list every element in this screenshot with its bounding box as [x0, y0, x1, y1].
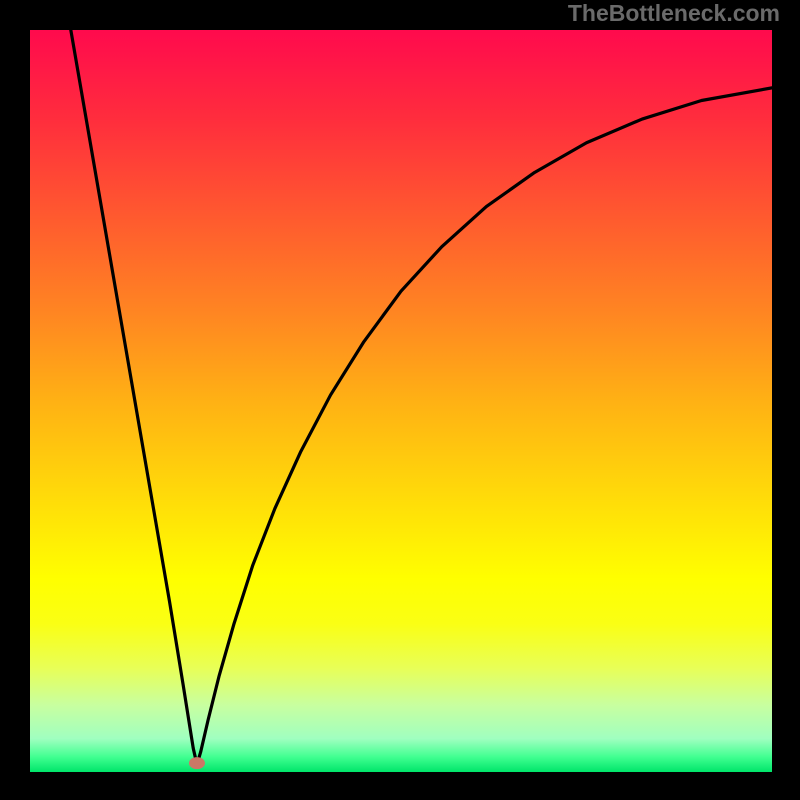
- minimum-marker: [189, 757, 205, 769]
- chart-background: [30, 30, 772, 772]
- watermark: TheBottleneck.com: [568, 0, 780, 27]
- bottleneck-chart: [30, 30, 772, 772]
